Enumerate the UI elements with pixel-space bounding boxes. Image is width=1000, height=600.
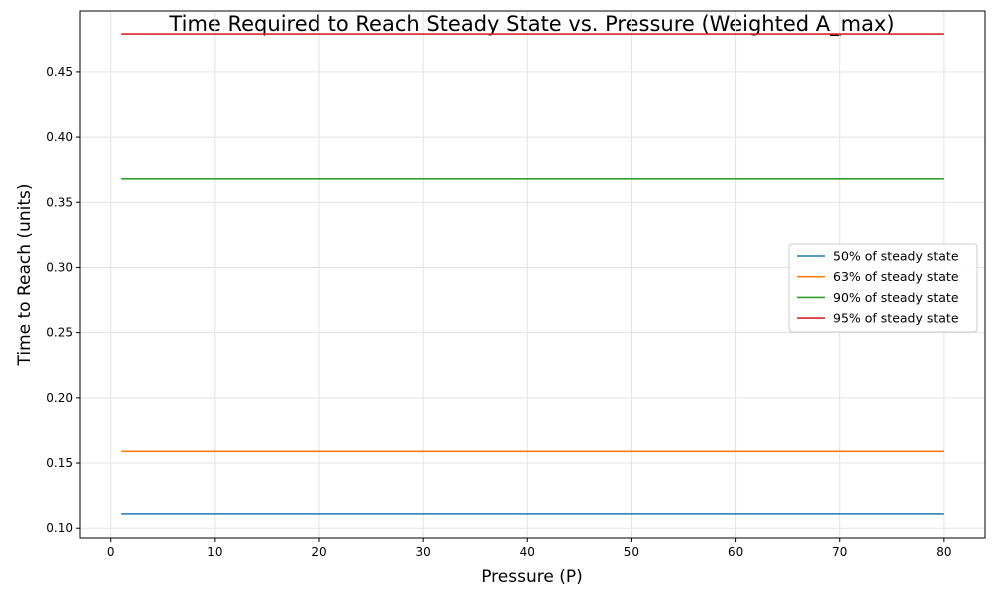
y-tick-label: 0.15 [46, 456, 73, 470]
y-tick-label: 0.20 [46, 391, 73, 405]
x-tick-label: 20 [311, 545, 326, 559]
legend-label: 50% of steady state [833, 249, 959, 264]
y-tick-label: 0.10 [46, 521, 73, 535]
y-tick-label: 0.30 [46, 260, 73, 274]
x-tick-label: 0 [107, 545, 115, 559]
chart-title: Time Required to Reach Steady State vs. … [168, 12, 894, 37]
plot-area-frame [79, 10, 986, 539]
y-tick-label: 0.45 [46, 65, 73, 79]
y-axis-label: Time to Reach (units) [15, 184, 35, 367]
x-tick-label: 70 [832, 545, 847, 559]
y-tick-label: 0.25 [46, 326, 73, 340]
legend-box [788, 243, 978, 333]
legend-label: 95% of steady state [833, 311, 959, 326]
x-tick-label: 80 [936, 545, 951, 559]
legend-item: 90% of steady state [797, 290, 959, 305]
x-tick-label: 50 [624, 545, 639, 559]
y-tick-label: 0.35 [46, 195, 73, 209]
x-axis-label: Pressure (P) [481, 567, 583, 587]
x-axis-ticks: 0 10 20 30 40 50 60 70 80 [107, 538, 952, 559]
legend-item: 50% of steady state [797, 249, 959, 264]
legend-label: 90% of steady state [833, 290, 959, 305]
y-axis-ticks: 0.10 0.15 0.20 0.25 0.30 0.35 0.40 0.45 [46, 65, 80, 535]
series-lines [121, 33, 944, 515]
legend: 50% of steady state 63% of steady state 90… [788, 243, 978, 333]
x-tick-label: 60 [728, 545, 743, 559]
y-tick-label: 0.40 [46, 130, 73, 144]
legend-item: 63% of steady state [797, 269, 959, 284]
grid [80, 11, 985, 538]
x-tick-label: 40 [520, 545, 535, 559]
legend-item: 95% of steady state [797, 311, 959, 326]
x-tick-label: 30 [416, 545, 431, 559]
legend-label: 63% of steady state [833, 269, 959, 284]
x-tick-label: 10 [207, 545, 222, 559]
